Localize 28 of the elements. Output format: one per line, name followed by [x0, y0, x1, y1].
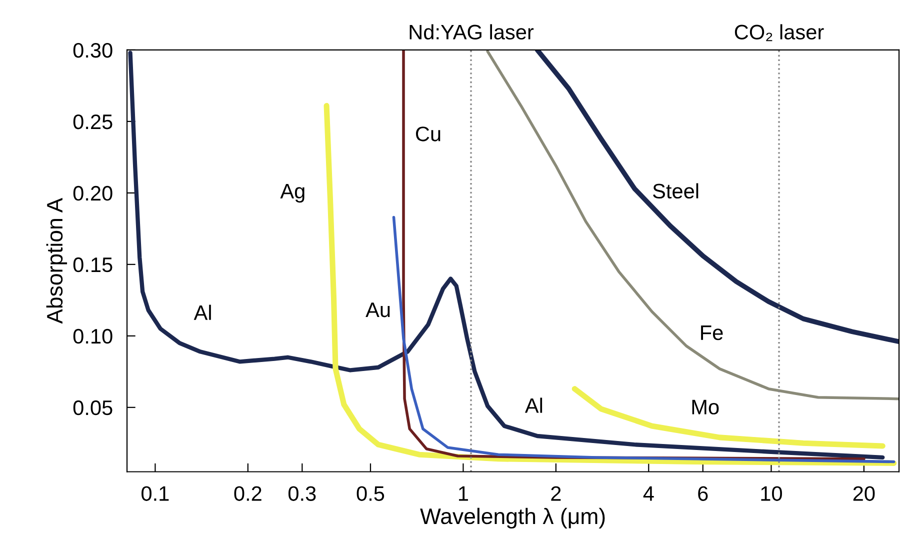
series-label: Mo — [692, 400, 719, 414]
ref-line-label: Nd:YAG laser — [410, 24, 534, 40]
y-tick-label: 0.05 — [73, 400, 112, 416]
text: Al — [194, 304, 211, 320]
y-tick-label: 0.20 — [73, 186, 112, 201]
x-axis-title: Wavelength λ (μm) — [420, 508, 605, 529]
x-tick-label: 1 — [459, 486, 468, 501]
series-label: Ag — [280, 184, 304, 203]
y-tick-label: 0.25 — [73, 114, 112, 130]
x-tick-label: 2 — [551, 486, 561, 501]
x-tick-label: 4 — [643, 486, 654, 501]
x-tick-label: 10 — [761, 486, 782, 501]
series-label: Steel — [652, 183, 698, 199]
series-label: Cu — [416, 126, 440, 142]
x-tick-label: 0.2 — [234, 486, 262, 501]
x-tick-label: 0.5 — [356, 486, 384, 501]
y-tick-label: 0.10 — [73, 328, 112, 344]
y-axis-title: Absorption A — [46, 198, 68, 324]
series-label: Fe — [701, 326, 723, 340]
ref-line-label: CO₂ laser — [734, 24, 824, 42]
y-tick-label: 0.30 — [73, 42, 112, 58]
x-tick-label: 20 — [853, 486, 875, 501]
series-label: Al — [524, 398, 542, 413]
y-tick-label: 0.15 — [73, 257, 112, 272]
x-tick-label: 0.1 — [142, 486, 169, 501]
x-tick-label: 6 — [698, 486, 708, 501]
series-label: Au — [366, 302, 390, 318]
x-tick-label: 0.3 — [288, 486, 316, 501]
